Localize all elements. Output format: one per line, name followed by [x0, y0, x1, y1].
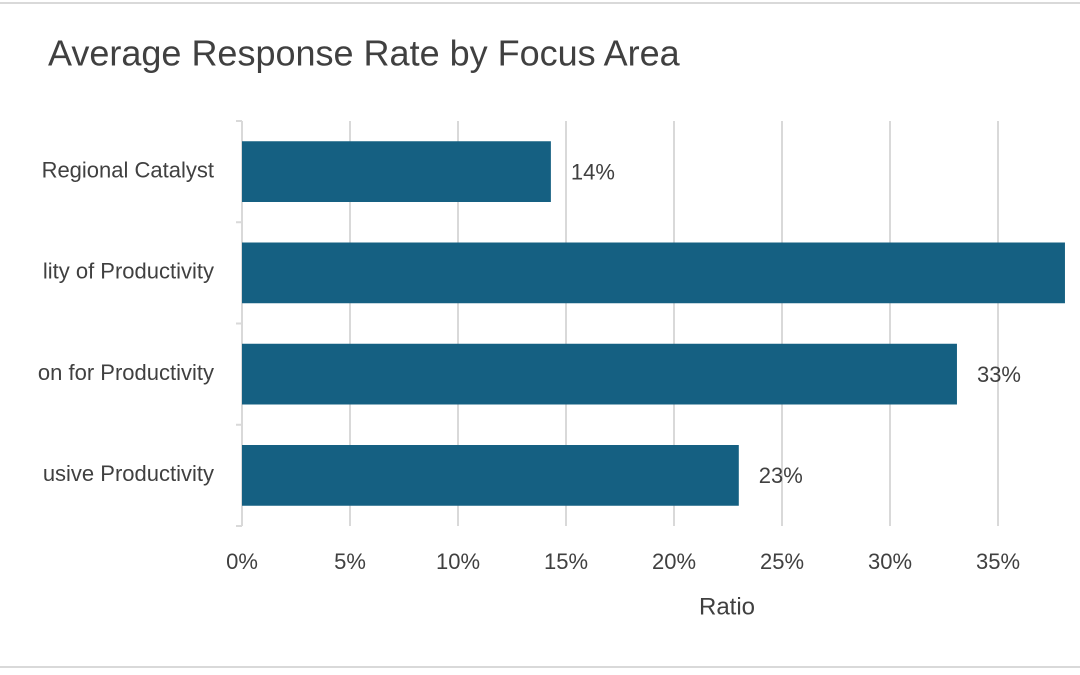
x-tick-label: 25% [760, 549, 804, 574]
value-label: 14% [571, 159, 615, 184]
x-tick-label: 35% [976, 549, 1020, 574]
value-label: 33% [977, 362, 1021, 387]
x-tick-label: 20% [652, 549, 696, 574]
y-tick-label: lity of Productivity [43, 259, 214, 284]
y-tick-label: Regional Catalyst [42, 157, 214, 182]
x-axis-label: Ratio [699, 593, 755, 620]
x-tick-label: 30% [868, 549, 912, 574]
chart-title: Average Response Rate by Focus Area [48, 33, 681, 74]
value-label: 23% [759, 463, 803, 488]
x-tick-label: 15% [544, 549, 588, 574]
x-tick-label: 10% [436, 549, 480, 574]
x-tick-label: 5% [334, 549, 366, 574]
bar [242, 343, 957, 405]
bar [242, 445, 739, 506]
bar [242, 141, 551, 202]
y-tick-label: usive Productivity [43, 461, 214, 486]
bar [242, 242, 1065, 304]
x-tick-label: 0% [226, 549, 258, 574]
y-tick-label: on for Productivity [38, 360, 214, 385]
